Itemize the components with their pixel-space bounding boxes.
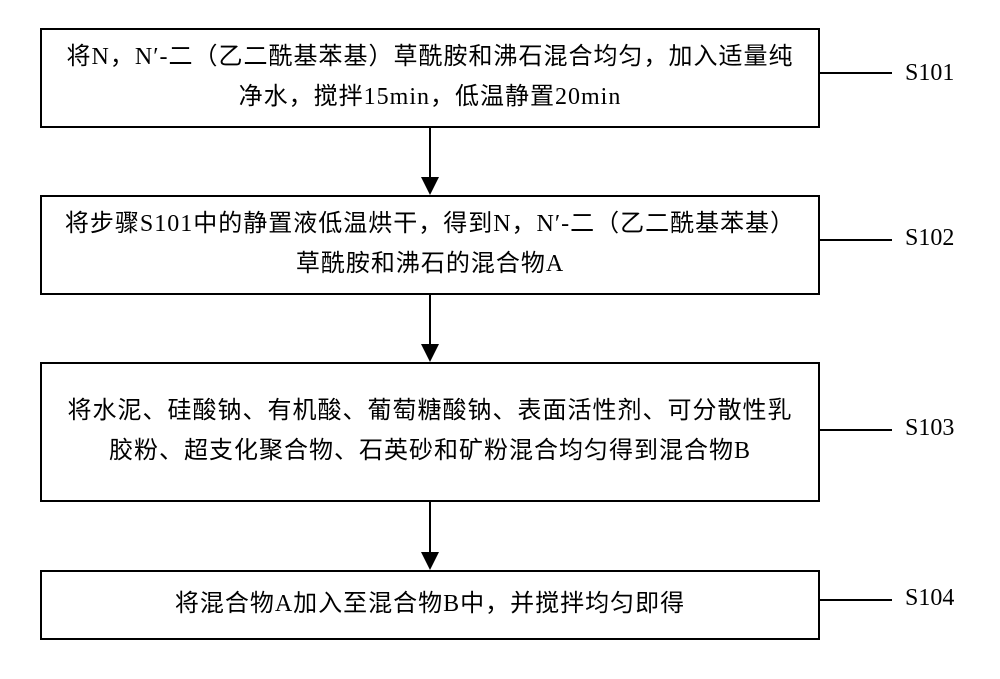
arrow-head-icon (421, 344, 439, 362)
arrow-head-icon (421, 177, 439, 195)
step-label-s104: S104 (905, 585, 954, 612)
flow-step-s101: 将N，N′-二（乙二酰基苯基）草酰胺和沸石混合均匀，加入适量纯净水，搅拌15mi… (40, 28, 820, 128)
flow-step-text: 将水泥、硅酸钠、有机酸、葡萄糖酸钠、表面活性剂、可分散性乳胶粉、超支化聚合物、石… (62, 392, 798, 471)
label-connector-line (820, 429, 892, 431)
step-label-s103: S103 (905, 415, 954, 442)
step-label-s102: S102 (905, 225, 954, 252)
flow-arrow (429, 502, 431, 570)
flow-step-text: 将混合物A加入至混合物B中，并搅拌均匀即得 (175, 585, 685, 625)
flow-arrow (429, 295, 431, 362)
arrow-line (429, 502, 431, 554)
label-connector-line (820, 72, 892, 74)
flow-step-s102: 将步骤S101中的静置液低温烘干，得到N，N′-二（乙二酰基苯基）草酰胺和沸石的… (40, 195, 820, 295)
flow-step-text: 将步骤S101中的静置液低温烘干，得到N，N′-二（乙二酰基苯基）草酰胺和沸石的… (62, 205, 798, 284)
arrow-line (429, 295, 431, 346)
step-label-s101: S101 (905, 60, 954, 87)
flow-arrow (429, 128, 431, 195)
flow-step-s103: 将水泥、硅酸钠、有机酸、葡萄糖酸钠、表面活性剂、可分散性乳胶粉、超支化聚合物、石… (40, 362, 820, 502)
arrow-head-icon (421, 552, 439, 570)
arrow-line (429, 128, 431, 179)
flow-step-s104: 将混合物A加入至混合物B中，并搅拌均匀即得 (40, 570, 820, 640)
label-connector-line (820, 239, 892, 241)
flow-step-text: 将N，N′-二（乙二酰基苯基）草酰胺和沸石混合均匀，加入适量纯净水，搅拌15mi… (62, 38, 798, 117)
label-connector-line (820, 599, 892, 601)
